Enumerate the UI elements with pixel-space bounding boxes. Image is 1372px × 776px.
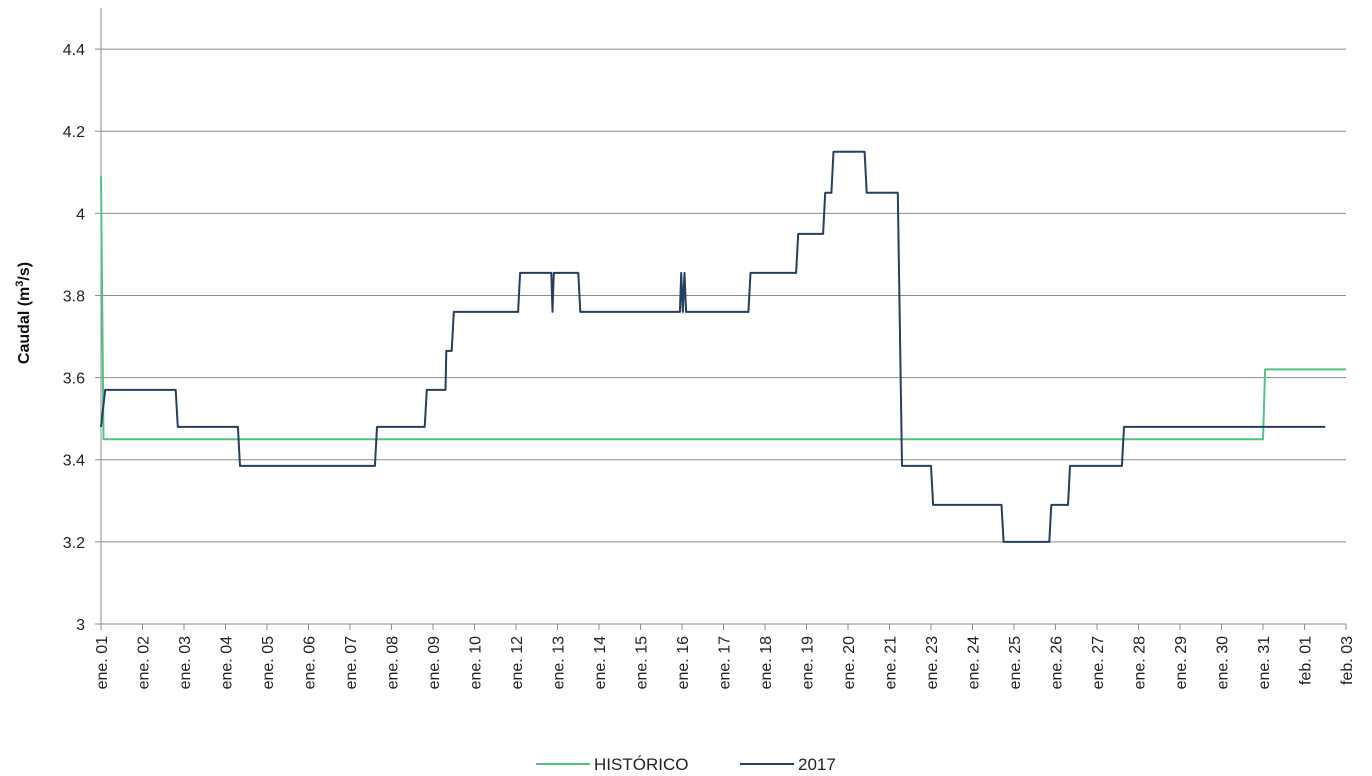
x-tick-label: ene. 27 [1090, 636, 1107, 689]
x-tick-label: ene. 19 [800, 636, 817, 689]
y-tick-label: 4.2 [63, 124, 85, 141]
x-tick-label: ene. 28 [1132, 636, 1149, 689]
x-tick-label: ene. 20 [841, 636, 858, 689]
series-line-2017 [100, 150, 1326, 543]
x-tick-label: ene. 15 [634, 636, 651, 689]
x-tick-label: ene. 17 [717, 636, 734, 689]
x-tick-label: ene. 30 [1215, 636, 1232, 689]
y-axis-label-main: Caudal (m [16, 287, 33, 364]
y-tick-label: 3.4 [63, 453, 85, 470]
axes [100, 8, 1346, 625]
legend-label: HISTÓRICO [594, 755, 688, 774]
y-tick-label: 3 [76, 617, 85, 634]
x-tick-label: ene. 08 [385, 636, 402, 689]
x-tick-label: ene. 09 [426, 636, 443, 689]
x-tick-label: ene. 05 [260, 636, 277, 689]
x-tick-label: ene. 01 [94, 636, 111, 689]
x-tick-label: ene. 16 [675, 636, 692, 689]
legend: HISTÓRICO 2017 [536, 755, 836, 774]
x-tick-label: ene. 10 [468, 636, 485, 689]
y-axis-label-sup: 3 [14, 281, 26, 287]
x-tick-label: ene. 21 [883, 636, 900, 689]
x-tick-label: feb. 01 [1298, 636, 1315, 685]
x-tick-label: ene. 04 [219, 636, 236, 689]
y-axis-label: Caudal (m3/s) [14, 262, 33, 364]
x-tick-label: ene. 14 [592, 636, 609, 689]
series-lines [100, 150, 1346, 543]
x-axis-ticks: ene. 01 ene. 02 ene. 03 ene. 04 ene. 05 ene. … [94, 624, 1356, 689]
x-tick-label: ene. 07 [343, 636, 360, 689]
x-tick-label: ene. 29 [1173, 636, 1190, 689]
y-tick-label: 3.8 [63, 288, 85, 305]
series-line-historico [100, 176, 1346, 441]
gridlines [101, 48, 1346, 625]
x-tick-label: ene. 02 [136, 636, 153, 689]
x-tick-label: ene. 12 [509, 636, 526, 689]
y-axis-label-tail: /s) [16, 262, 33, 281]
y-tick-label: 3.6 [63, 371, 85, 388]
x-tick-label: ene. 25 [1007, 636, 1024, 689]
legend-label: 2017 [798, 755, 836, 774]
x-tick-label: ene. 26 [1049, 636, 1066, 689]
y-axis-ticks: 3 3.2 3.4 3.6 3.8 4 4.2 4.4 [63, 42, 101, 634]
x-tick-label: feb. 03 [1339, 636, 1356, 685]
x-tick-label: ene. 18 [758, 636, 775, 689]
y-tick-label: 4.4 [63, 42, 85, 59]
y-tick-label: 3.2 [63, 535, 85, 552]
y-tick-label: 4 [76, 206, 85, 223]
x-tick-label: ene. 13 [551, 636, 568, 689]
x-tick-label: ene. 31 [1256, 636, 1273, 689]
x-tick-label: ene. 06 [302, 636, 319, 689]
x-tick-label: ene. 24 [966, 636, 983, 689]
x-tick-label: ene. 23 [924, 636, 941, 689]
x-tick-label: ene. 03 [177, 636, 194, 689]
